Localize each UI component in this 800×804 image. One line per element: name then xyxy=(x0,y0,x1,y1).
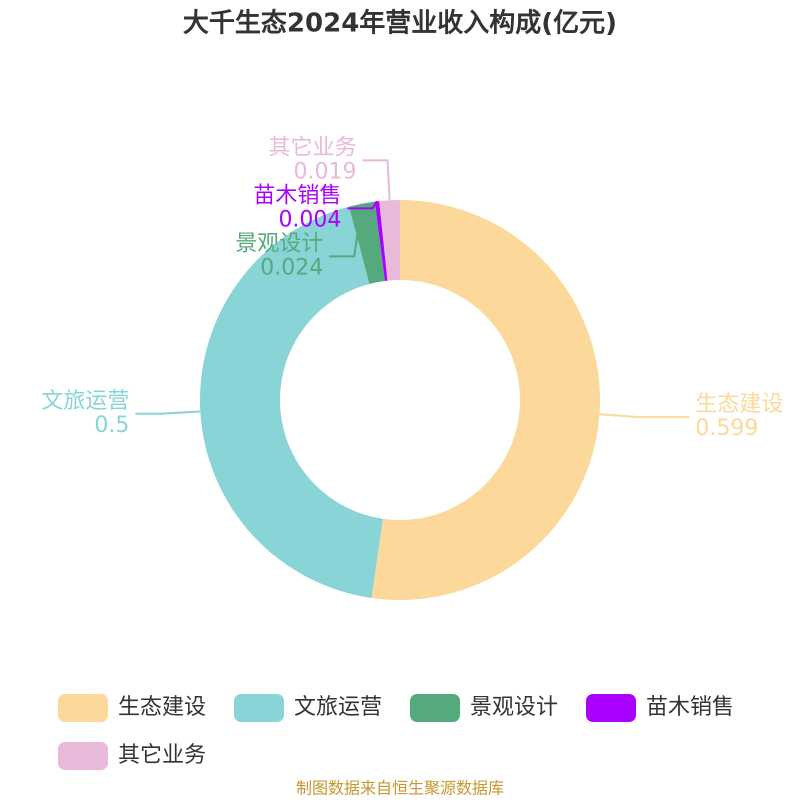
slice-label: 苗木销售 xyxy=(253,183,341,208)
slice-value: 0.004 xyxy=(278,207,341,232)
legend-swatch xyxy=(58,742,108,770)
legend-label: 景观设计 xyxy=(470,695,558,720)
leader-line xyxy=(362,159,391,201)
slice-label: 景观设计 xyxy=(235,231,323,256)
source-note: 制图数据来自恒生聚源数据库 xyxy=(296,779,504,798)
legend-swatch xyxy=(410,694,460,722)
slice-value: 0.599 xyxy=(695,416,758,441)
slice-label: 文旅运营 xyxy=(41,389,129,414)
slice-value: 0.5 xyxy=(94,413,129,438)
leader-line xyxy=(599,413,690,419)
legend-label: 生态建设 xyxy=(118,695,206,720)
legend-label: 文旅运营 xyxy=(294,695,382,720)
donut-slice xyxy=(349,201,385,284)
leader-line xyxy=(347,200,378,210)
chart-title: 大千生态2024年营业收入构成(亿元) xyxy=(183,8,617,39)
slice-value: 0.024 xyxy=(260,255,323,280)
leader-line xyxy=(135,410,201,415)
donut-slice xyxy=(200,206,383,598)
legend-swatch xyxy=(58,694,108,722)
slice-label: 生态建设 xyxy=(695,392,783,417)
leader-line xyxy=(329,203,363,258)
legend-label: 苗木销售 xyxy=(646,695,734,720)
legend-swatch xyxy=(234,694,284,722)
slice-value: 0.019 xyxy=(294,159,357,184)
donut-slice xyxy=(379,200,400,281)
slice-label: 其它业务 xyxy=(268,135,356,160)
legend-label: 其它业务 xyxy=(118,743,206,768)
donut-slice xyxy=(371,200,601,601)
donut-slice xyxy=(374,201,388,281)
legend-swatch xyxy=(586,694,636,722)
